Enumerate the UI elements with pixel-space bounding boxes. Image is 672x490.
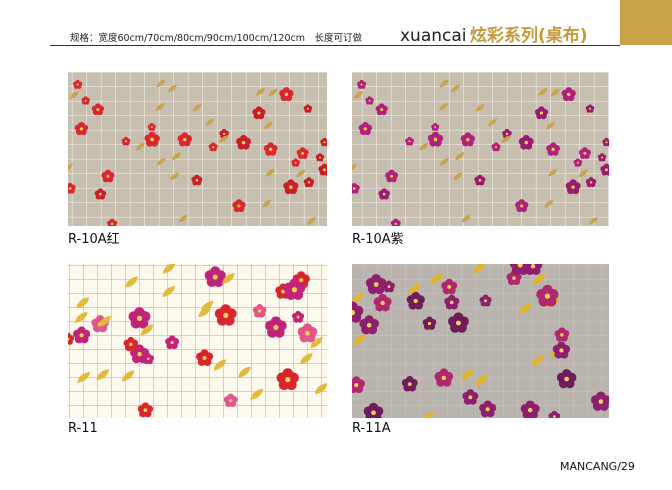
gold-tab [620,0,672,45]
product-code: R-10A紫 [352,232,404,247]
spec-text: 规格：宽度60cm/70cm/80cm/90cm/100cm/120cm 长度可… [70,32,362,44]
swatch-3 [68,264,327,418]
product-code: R-11 [68,421,98,436]
brand: xuancai [400,26,467,46]
swatch-2 [352,72,609,226]
series-title: 炫彩系列(桌布) [470,25,588,46]
flower-motif [523,264,543,275]
swatch-1 [68,72,327,226]
page-number: MANCANG/29 [560,460,635,473]
product-code: R-10A红 [68,231,120,247]
product-code: R-11A [352,421,391,436]
swatch-4 [352,264,609,418]
